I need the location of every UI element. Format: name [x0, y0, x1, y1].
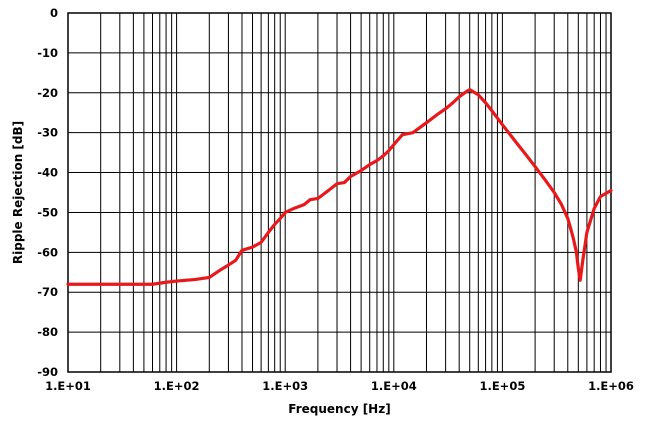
y-tick-labels: 0 -10 -20 -30 -40 -50 -60 -70 -80 -90 — [37, 6, 58, 379]
y-tick-label: -80 — [37, 325, 58, 339]
x-tick-label: 1.E+01 — [45, 379, 91, 393]
y-tick-label: -10 — [37, 46, 58, 60]
x-tick-label: 1.E+02 — [154, 379, 200, 393]
series-line-0 — [66, 87, 613, 286]
y-tick-label: -60 — [37, 245, 58, 259]
x-tick-label: 1.E+03 — [262, 379, 308, 393]
y-tick-label: -50 — [37, 205, 58, 219]
y-tick-label: -30 — [37, 126, 58, 140]
y-axis-title: Ripple Rejection [dB] — [11, 121, 25, 264]
plot-border — [67, 12, 612, 373]
x-axis-title: Frequency [Hz] — [288, 402, 390, 416]
y-tick-label: -20 — [37, 86, 58, 100]
x-tick-label: 1.E+06 — [588, 379, 634, 393]
y-tick-label: -40 — [37, 166, 58, 180]
grid — [67, 12, 611, 373]
y-tick-label: 0 — [50, 6, 58, 20]
x-tick-labels: 1.E+01 1.E+02 1.E+03 1.E+04 1.E+05 1.E+06 — [45, 379, 634, 393]
y-tick-label: -70 — [37, 285, 58, 299]
x-tick-label: 1.E+04 — [371, 379, 417, 393]
x-tick-label: 1.E+05 — [479, 379, 525, 393]
series-layer — [66, 87, 613, 286]
y-tick-label: -90 — [37, 365, 58, 379]
plot-area — [68, 13, 611, 372]
